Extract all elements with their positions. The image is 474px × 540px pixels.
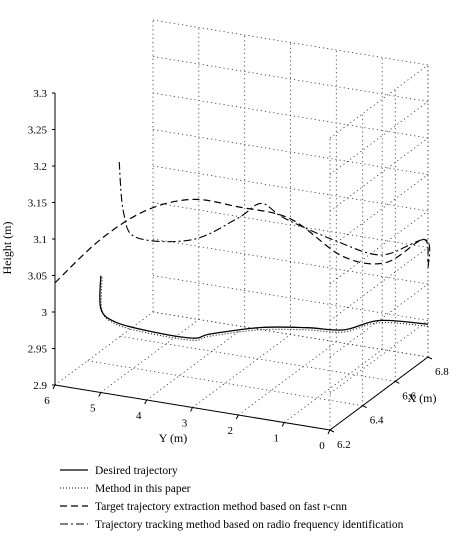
grid-line [329, 174, 429, 248]
x-tick-label: 6.6 [402, 390, 416, 402]
y-tick [98, 392, 102, 397]
y-tick [144, 399, 148, 405]
series-line-3 [54, 198, 429, 284]
axis-layer: 2.9 2.95 3 3.05 3.1 3.15 3.2 3.25 3.3 6 5 4 3 2 1 0 6.2 6… [28, 88, 450, 452]
grid-line [329, 247, 429, 321]
x-tick-label: 6.4 [370, 415, 384, 427]
grid-line [152, 56, 429, 102]
y-tick-label: 2 [228, 425, 234, 437]
y-tick-label: 1 [273, 433, 279, 445]
z-tick-label: 3.1 [33, 234, 47, 246]
y-tick-label: 5 [90, 403, 96, 415]
y-tick-label: 4 [136, 410, 142, 422]
y-tick [235, 414, 239, 420]
grid-line [329, 283, 429, 358]
z-tick-label: 3 [42, 307, 48, 319]
z-tick-label: 3.05 [28, 271, 48, 283]
y-tick [190, 407, 193, 412]
series-layer [54, 161, 431, 341]
legend: Desired trajectory Method in this paper Ta… [60, 465, 404, 531]
x-axis-line [329, 356, 429, 431]
y-tick-label: 6 [44, 395, 50, 407]
grid-line [283, 349, 383, 423]
grid-line [329, 320, 429, 394]
legend-label: Target trajectory extraction method base… [95, 501, 347, 513]
grid-line [152, 129, 429, 175]
series-line-4 [118, 161, 431, 270]
grid-line [87, 360, 363, 407]
grid-line [146, 326, 245, 401]
x-tick-label: 6.2 [337, 439, 351, 451]
grid-line [329, 137, 429, 212]
label-layer: Height (m) Y (m) X (m) [0, 222, 437, 446]
legend-label: Trajectory tracking method based on radi… [95, 519, 404, 531]
y-axis-label: Y (m) [159, 431, 188, 445]
grid-line [238, 341, 337, 416]
y-tick-label: 3 [182, 418, 188, 430]
grid-line [152, 19, 429, 66]
y-tick [52, 384, 56, 390]
grid-line [192, 334, 291, 408]
y-tick [327, 429, 331, 435]
series-line-1 [99, 275, 429, 339]
z-tick-label: 3.2 [33, 161, 47, 173]
z-tick-label: 2.95 [28, 344, 48, 356]
legend-label: Desired trajectory [95, 465, 178, 477]
x-tick-label: 6.8 [435, 366, 449, 378]
grid-line [152, 275, 429, 321]
legend-label: Method in this paper [95, 483, 191, 495]
grid-line [120, 335, 396, 382]
x-axis-label: X (m) [408, 391, 437, 405]
grid-line [329, 64, 429, 139]
z-tick-label: 3.3 [33, 88, 47, 100]
z-tick-label: 2.9 [33, 380, 47, 392]
z-axis-label: Height (m) [0, 222, 14, 275]
x-tick [362, 405, 367, 409]
x-tick [427, 356, 433, 360]
x-tick [395, 380, 400, 384]
grid-line [329, 210, 429, 285]
grid-line [152, 238, 429, 285]
z-tick-label: 3.15 [28, 198, 48, 210]
grid-line [100, 319, 200, 393]
x-tick [329, 429, 335, 433]
grid-line [54, 311, 154, 386]
y-tick [281, 422, 285, 427]
z-tick-label: 3.25 [28, 125, 48, 137]
grid-line [152, 165, 429, 212]
y-tick-label: 0 [319, 440, 325, 452]
grid-line [329, 101, 429, 175]
grid-layer [54, 19, 429, 431]
series-line-2 [100, 277, 429, 341]
